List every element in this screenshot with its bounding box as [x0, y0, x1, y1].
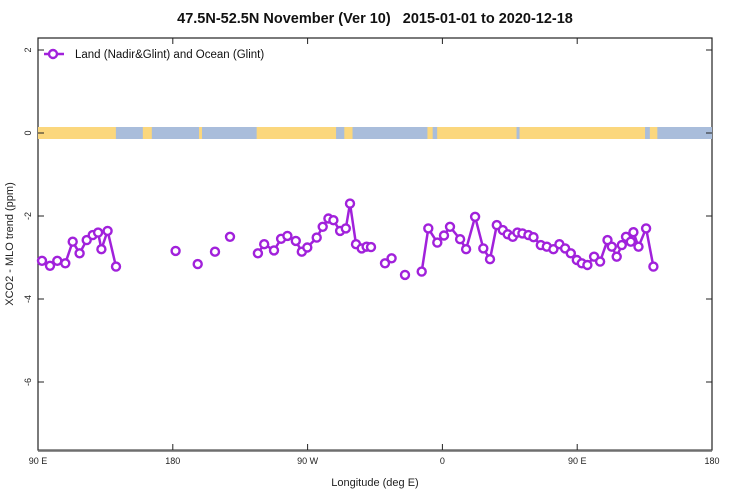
data-point [454, 233, 466, 245]
data-point [110, 261, 122, 272]
legend-label: Land (Nadir&Glint) and Ocean (Glint) [75, 49, 264, 61]
data-point [648, 261, 659, 272]
map-band [38, 127, 712, 139]
data-point [317, 221, 328, 233]
map-band-land-segment [649, 127, 658, 139]
data-point [438, 230, 450, 241]
data-point [365, 241, 377, 253]
data-point [74, 248, 85, 259]
legend: Land (Nadir&Glint) and Ocean (Glint) [44, 48, 264, 61]
data-point [192, 258, 203, 270]
data-point [594, 256, 606, 267]
data-point [96, 243, 107, 255]
data-point [67, 236, 78, 247]
data-point [92, 227, 104, 238]
y-tick-label: -2 [23, 212, 33, 220]
data-point [423, 223, 434, 234]
data-point [259, 238, 270, 250]
data-point [340, 223, 351, 234]
data-point [616, 239, 627, 251]
data-point [328, 214, 339, 226]
data-point [444, 221, 456, 233]
data-point [432, 237, 443, 248]
data-point [282, 230, 293, 242]
data-point [36, 255, 48, 266]
map-band-land-segment [256, 127, 337, 139]
data-point [469, 211, 481, 223]
chart-title: 47.5N-52.5N November (Ver 10) 2015-01-01… [177, 11, 573, 27]
data-point [290, 235, 301, 247]
map-band-land-segment [437, 127, 517, 139]
y-tick-label: 0 [23, 130, 33, 135]
data-point [582, 259, 593, 271]
data-point [60, 258, 71, 269]
data-point [224, 231, 236, 243]
data-point [416, 266, 427, 277]
x-tick-label: 180 [165, 456, 180, 466]
y-tick-label: -4 [23, 295, 33, 303]
x-tick-label: 90 E [29, 456, 48, 466]
map-band-land-segment [344, 127, 353, 139]
x-tick-label: 180 [704, 456, 719, 466]
data-point [386, 253, 397, 264]
data-point [478, 243, 489, 254]
data-point [460, 243, 472, 255]
map-band-land-segment [38, 127, 116, 139]
data-point [633, 241, 644, 252]
x-tick-label: 90 E [568, 456, 587, 466]
data-point [528, 231, 539, 243]
x-tick-label: 0 [440, 456, 445, 466]
data-point [628, 226, 639, 238]
data-point [252, 248, 264, 259]
map-band-land-segment [519, 127, 646, 139]
y-tick-label: 2 [23, 47, 33, 52]
data-point [399, 269, 411, 281]
data-point [102, 225, 113, 237]
legend-marker-icon [47, 48, 59, 60]
map-band-land-segment [199, 127, 203, 139]
y-tick-label: -6 [23, 378, 33, 386]
data-point [44, 260, 56, 271]
data-point [52, 255, 63, 266]
x-tick-label: 90 W [297, 456, 319, 466]
data-point [302, 242, 313, 253]
data-point [379, 258, 391, 269]
data-point [606, 241, 617, 252]
data-point [311, 232, 322, 243]
data-point [268, 245, 280, 256]
map-band-land-segment [142, 127, 152, 139]
data-point [484, 254, 496, 265]
data-point [209, 246, 221, 257]
x-axis-label: Longitude (deg E) [331, 477, 418, 489]
data-point [170, 245, 181, 257]
data-point [611, 251, 622, 262]
axis-ticks: 90 E 180 90 W 0 90 E 180 2 0 -2 -4 -6 [23, 38, 720, 466]
data-point [565, 248, 576, 259]
data-point [344, 198, 356, 209]
data-point [640, 223, 652, 234]
data-point [625, 236, 636, 247]
y-axis-label: XCO2 - MLO trend (ppm) [4, 182, 16, 305]
data-series [36, 198, 659, 281]
map-band-land-segment [427, 127, 433, 139]
